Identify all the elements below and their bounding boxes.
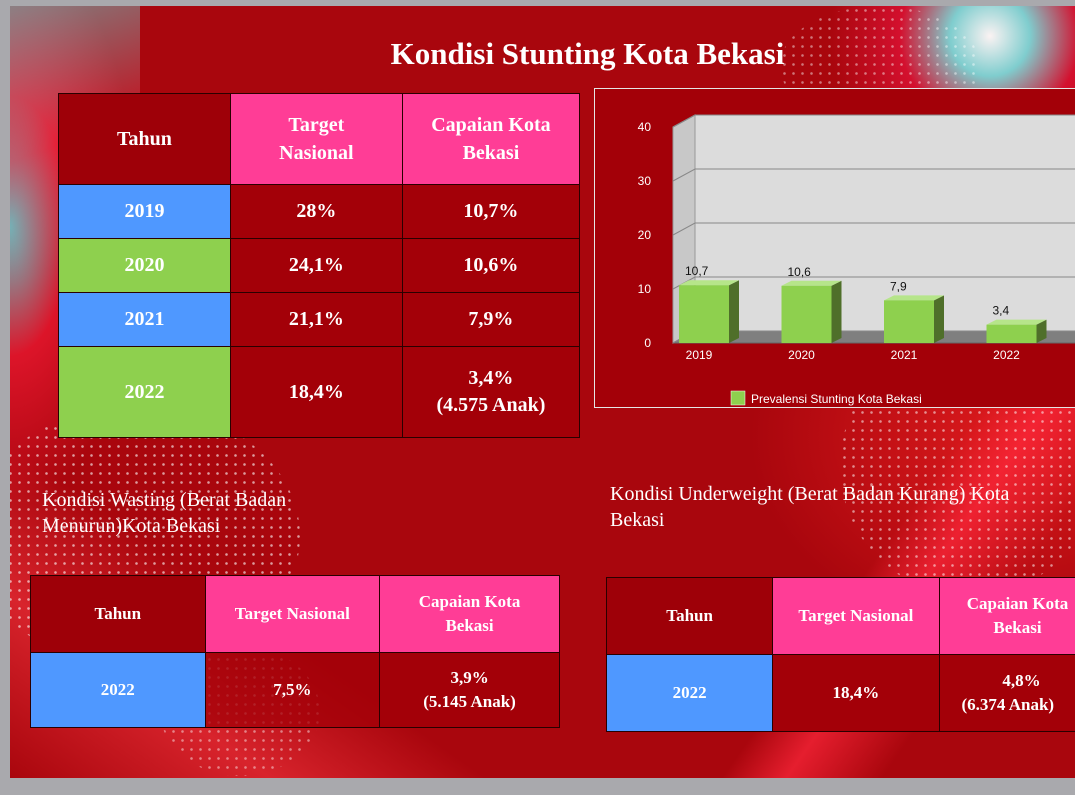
gridline [672,168,1075,182]
cell-target: 28% [229,184,403,239]
table-row: 2020 24,1% 10,6% [58,238,581,293]
header-capaian: Capaian Kota Bekasi [379,575,560,653]
header-target: Target Nasional [229,93,403,185]
cell-target: 7,5% [204,652,381,728]
header-capaian: Capaian Kota Bekasi [401,93,581,185]
bar [986,324,1037,343]
header-capaian: Capaian Kota Bekasi [938,577,1075,655]
table-header-row: Tahun Target Nasional Capaian Kota Bekas… [605,577,1075,655]
cell-tahun: 2022 [605,654,774,732]
table-row: 2022 18,4% 3,4% (4.575 Anak) [58,346,581,438]
chart-svg: 0 10 20 30 40 10,7 2019 10,6 2020 7,9 2021 3,4 2022 P… [638,114,1075,406]
y-tick-label: 30 [638,174,652,188]
table-row: 2022 7,5% 3,9% (5.145 Anak) [30,652,560,728]
capaian-value: 4,8% [1002,671,1041,690]
bar-top [679,280,739,286]
table-row: 2019 28% 10,7% [58,184,581,239]
cell-target: 24,1% [229,238,403,293]
y-tick-label: 40 [638,120,652,134]
cell-target: 18,4% [229,346,403,438]
header-tahun: Tahun [605,577,774,655]
bar-top [986,319,1047,325]
cell-capaian: 7,9% [401,292,581,347]
bar-top [884,295,944,301]
cell-tahun: 2022 [30,652,206,728]
cell-tahun: 2020 [58,238,231,293]
bar-top [781,280,842,286]
cell-capaian: 3,9% (5.145 Anak) [379,652,560,728]
table-row: 2021 21,1% 7,9% [58,292,581,347]
stunting-chart: 0 10 20 30 40 10,7 2019 10,6 2020 7,9 2021 3,4 2022 P… [594,88,1075,408]
bar-side [831,280,842,343]
x-tick-label: 2020 [788,348,815,362]
cell-tahun: 2021 [58,292,231,347]
header-target: Target Nasional [204,575,381,653]
x-tick-label: 2022 [993,348,1020,362]
data-label: 10,7 [685,264,709,278]
y-tick-label: 20 [638,228,652,242]
wasting-table: Tahun Target Nasional Capaian Kota Bekas… [30,575,560,728]
gridline [672,114,1075,128]
slide: Kondisi Stunting Kota Bekasi Tahun Targe… [10,6,1075,778]
capaian-value: 3,4% [468,367,514,389]
capaian-note: (5.145 Anak) [423,692,516,711]
header-tahun: Tahun [58,93,231,185]
table-header-row: Tahun Target Nasional Capaian Kota Bekas… [58,93,581,185]
stunting-table: Tahun Target Nasional Capaian Kota Bekas… [58,93,581,438]
slide-title: Kondisi Stunting Kota Bekasi [390,36,785,71]
bar [781,285,832,343]
data-label: 7,9 [890,279,907,293]
underweight-caption: Kondisi Underweight (Berat Badan Kurang)… [610,483,1010,531]
x-tick-label: 2019 [686,348,713,362]
bar-side [934,295,944,343]
x-tick-label: 2021 [891,348,918,362]
cell-target: 18,4% [772,654,940,732]
bar [884,300,934,343]
cell-tahun: 2019 [58,184,231,239]
header-tahun: Tahun [30,575,206,653]
data-label: 3,4 [993,304,1010,318]
bar-side [1036,319,1047,343]
table-header-row: Tahun Target Nasional Capaian Kota Bekas… [30,575,560,653]
capaian-note: (6.374 Anak) [961,695,1055,714]
capaian-value: 3,9% [450,668,489,687]
cell-capaian: 3,4% (4.575 Anak) [401,346,581,438]
cell-capaian: 4,8% (6.374 Anak) [938,654,1075,732]
wasting-caption: Kondisi Wasting (Berat Badan Menurun)Kot… [42,489,287,537]
gridline [672,222,1075,236]
header-target: Target Nasional [772,577,940,655]
bar [679,285,729,343]
legend-label: Prevalensi Stunting Kota Bekasi [751,392,922,406]
data-label: 10,6 [788,265,812,279]
cell-capaian: 10,7% [401,184,581,239]
cell-target: 21,1% [229,292,403,347]
cell-tahun: 2022 [58,346,231,438]
y-tick-label: 0 [644,336,651,350]
table-row: 2022 18,4% 4,8% (6.374 Anak) [605,654,1075,732]
bar-side [729,280,739,343]
y-tick-label: 10 [638,282,652,296]
header-capaian-label: Capaian Kota Bekasi [966,594,1069,637]
cell-capaian: 10,6% [401,238,581,293]
underweight-table: Tahun Target Nasional Capaian Kota Bekas… [605,577,1075,732]
legend-swatch [730,390,746,406]
capaian-note: (4.575 Anak) [436,394,546,416]
